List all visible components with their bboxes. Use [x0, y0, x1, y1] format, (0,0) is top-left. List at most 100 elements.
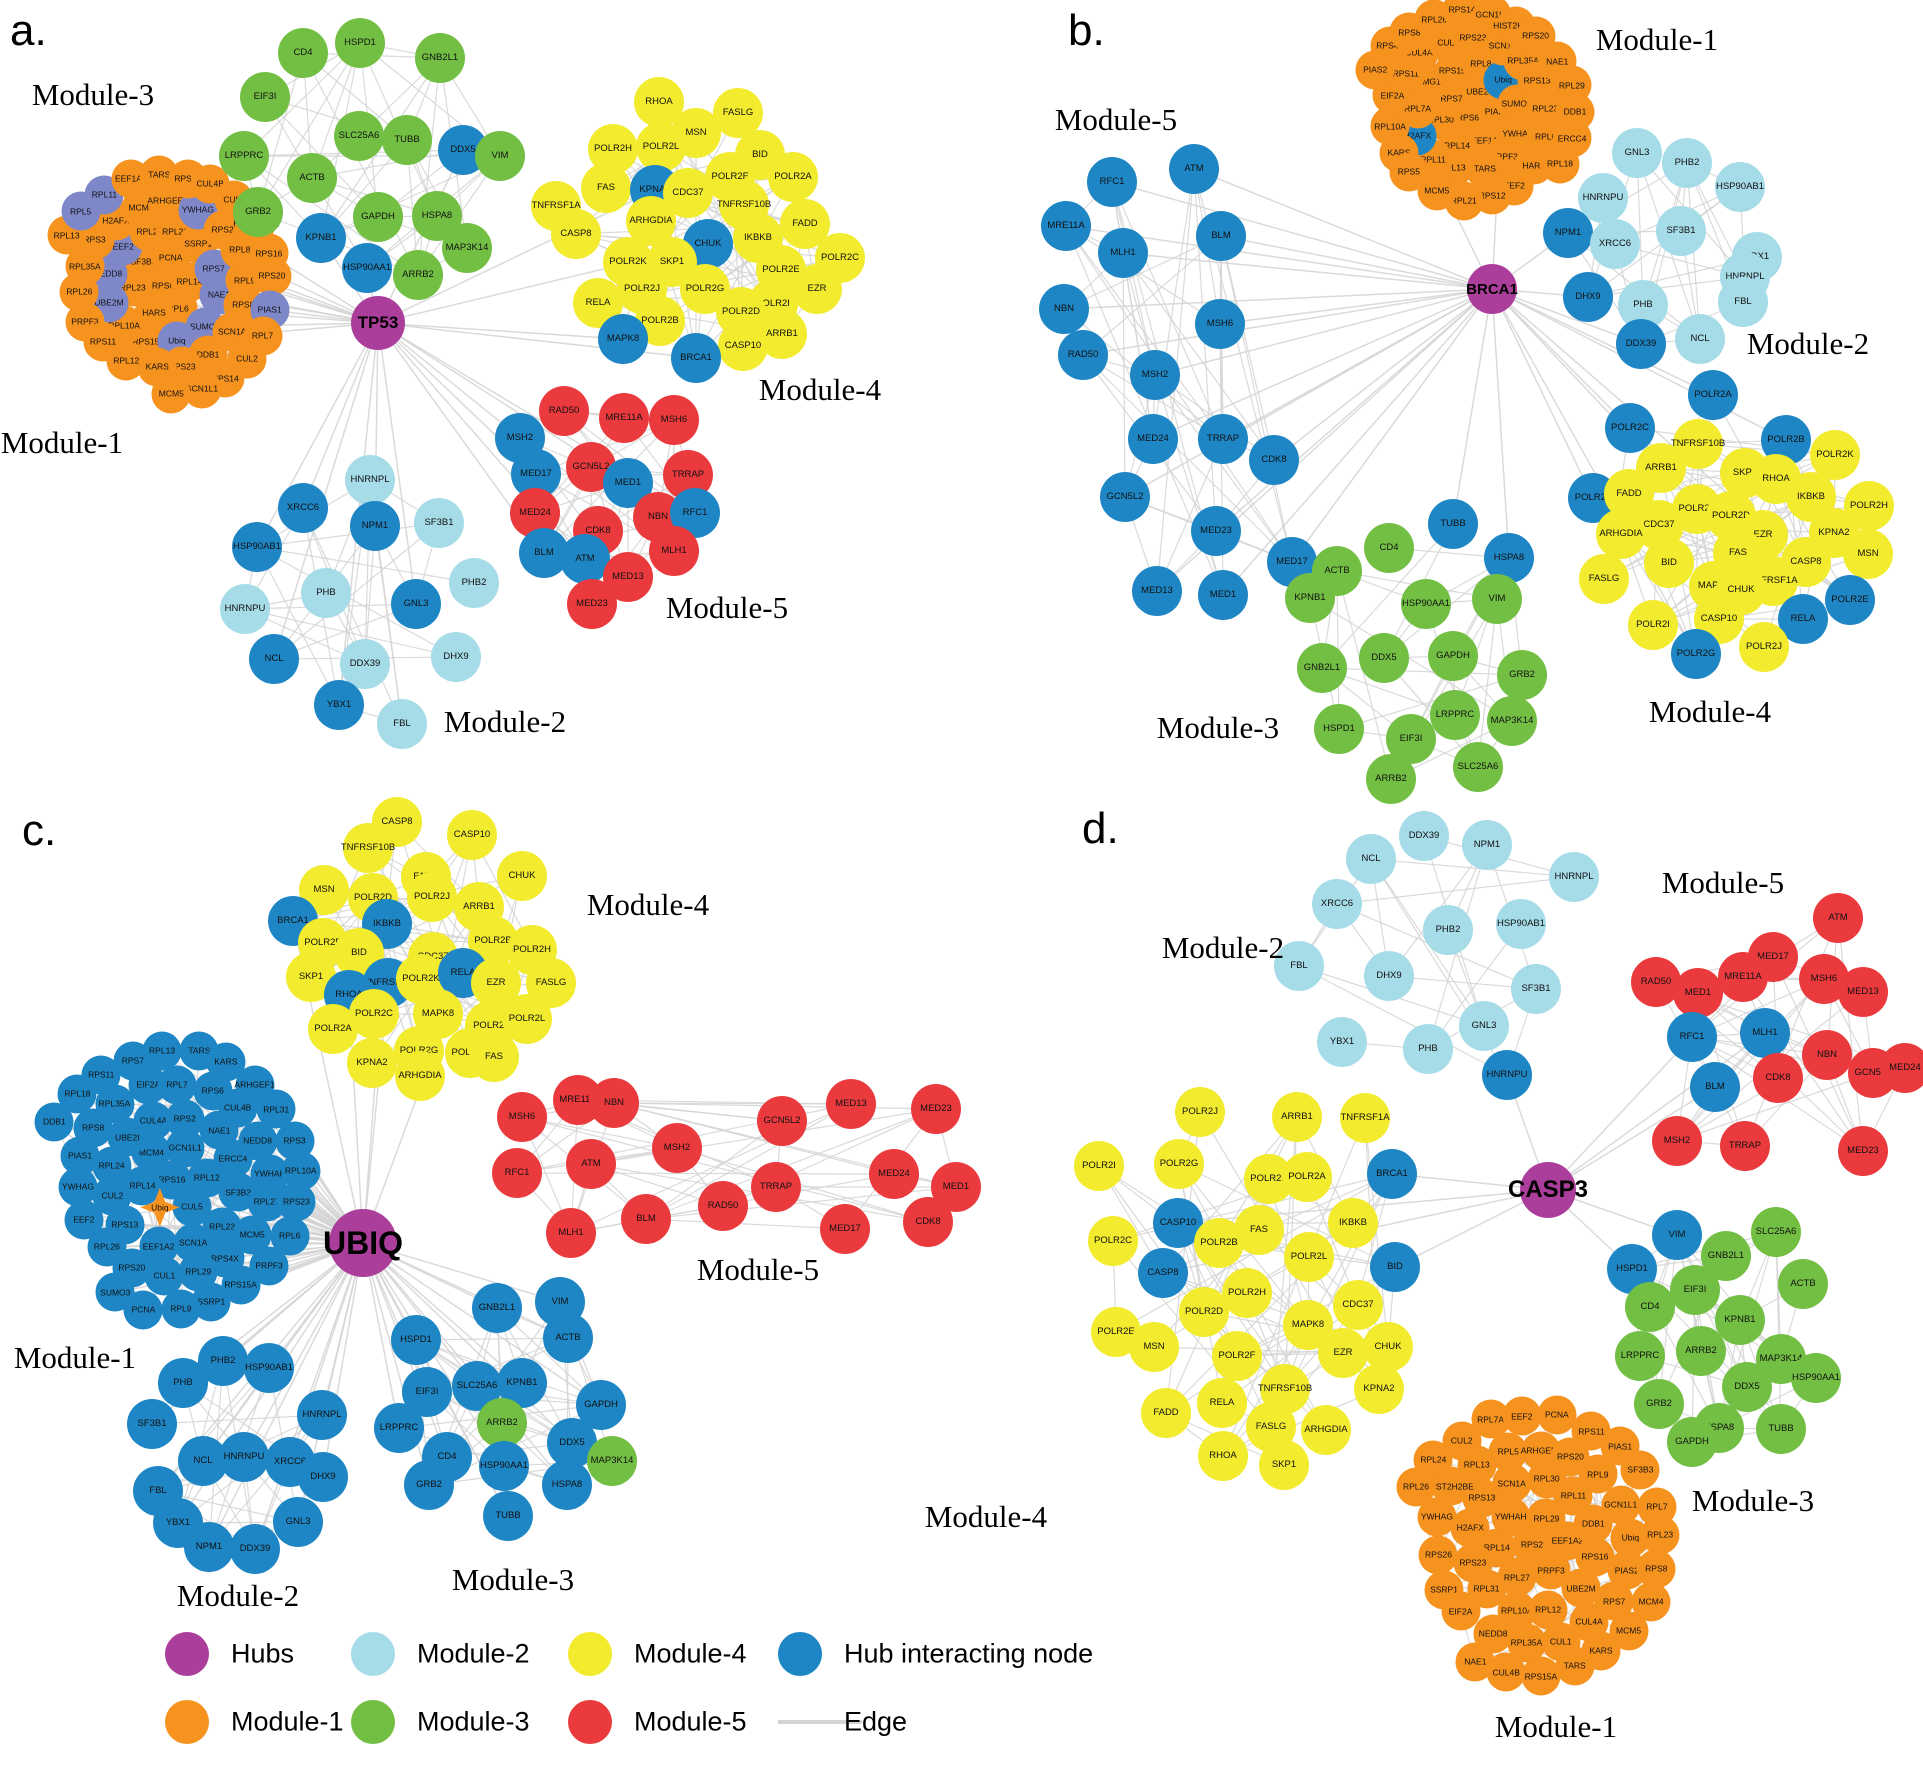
node-RFC1: RFC1 [492, 1148, 542, 1198]
node-CASP10: CASP10 [718, 321, 768, 371]
node-HSP90AB1: HSP90AB1 [1715, 162, 1765, 212]
node-MAP3K14: MAP3K14 [587, 1436, 637, 1486]
node-MED24: MED24 [869, 1149, 919, 1199]
edge [676, 1147, 929, 1223]
node-RPL13: RPL13 [142, 1031, 182, 1071]
node-CASP8: CASP8 [1138, 1248, 1188, 1298]
node-MED24: MED24 [1128, 414, 1178, 464]
node-NEDD8: NEDD8 [238, 1121, 278, 1161]
node-ATM: ATM [560, 534, 610, 584]
edge [1063, 235, 1222, 310]
module-label-module-3: Module-3 [451, 1562, 575, 1597]
edge [645, 1120, 783, 1220]
node-GNL3: GNL3 [273, 1497, 323, 1547]
node-MCM5: MCM5 [151, 374, 191, 414]
node-ACTB: ACTB [1778, 1259, 1828, 1309]
node-HSP90AA1: HSP90AA1 [479, 1441, 529, 1491]
node-BID: BID [1370, 1242, 1420, 1292]
node-CHUK: CHUK [1363, 1322, 1413, 1372]
edge [1587, 276, 1746, 298]
node-SLC25A6: SLC25A6 [1453, 742, 1503, 792]
node-VIM: VIM [475, 131, 525, 181]
node-RAD50: RAD50 [539, 386, 589, 436]
node-CASP10: CASP10 [447, 810, 497, 860]
node-SF3B1: SF3B1 [1656, 206, 1706, 256]
edge [1477, 598, 1498, 768]
node-NBN: NBN [1039, 284, 1089, 334]
node-XRCC6: XRCC6 [1590, 219, 1640, 269]
node-ARRB2: ARRB2 [477, 1398, 527, 1448]
node-HSP90AA1: HSP90AA1 [1791, 1353, 1841, 1403]
module-label-module-3: Module-3 [31, 77, 155, 112]
node-RELA: RELA [1197, 1378, 1247, 1428]
node-CHUK: CHUK [683, 219, 733, 269]
node-POLR2I: POLR2I [1074, 1141, 1124, 1191]
node-RPL18: RPL18 [1540, 144, 1580, 184]
node-RPS23: RPS23 [1453, 1543, 1493, 1583]
edge [362, 1242, 573, 1444]
node-LRPPRC: LRPPRC [219, 131, 269, 181]
node-YBX1: YBX1 [314, 680, 364, 730]
edge [1065, 225, 1224, 440]
node-GNL3: GNL3 [1612, 128, 1662, 178]
node-CASP10: CASP10 [1694, 594, 1744, 644]
node-MED17: MED17 [820, 1204, 870, 1254]
node-FAS: FAS [469, 1032, 519, 1082]
node-LRPPRC: LRPPRC [1615, 1331, 1665, 1381]
edge [243, 1242, 364, 1458]
edge [1111, 181, 1156, 376]
node-RPL5: RPL5 [1488, 1432, 1528, 1472]
node-HNRNPU: HNRNPU [1482, 1050, 1532, 1100]
node-MLH1: MLH1 [1740, 1008, 1790, 1058]
edge [645, 1103, 852, 1220]
node-FBL: FBL [377, 699, 427, 749]
node-GCN5L2: GCN5L2 [1100, 472, 1150, 522]
module-label-module-5: Module-5 [1661, 865, 1785, 900]
node-CASP8: CASP8 [551, 209, 601, 259]
node-VIM: VIM [1472, 574, 1522, 624]
node-MED13: MED13 [1132, 566, 1182, 616]
node-POLR2B: POLR2B [1194, 1218, 1244, 1268]
node-CHUK: CHUK [497, 851, 547, 901]
edge [1636, 152, 1644, 306]
edge [377, 322, 521, 439]
edge [1370, 858, 1575, 878]
edge [377, 322, 417, 605]
node-ARRB2: ARRB2 [1676, 1326, 1726, 1376]
node-POLR2C: POLR2C [1605, 403, 1655, 453]
node-GRB2: GRB2 [404, 1460, 454, 1510]
edge [1336, 570, 1392, 780]
node-DDX5: DDX5 [1722, 1362, 1772, 1412]
node-KPNB1: KPNB1 [1715, 1295, 1765, 1345]
node-POLR2H: POLR2H [1222, 1268, 1272, 1318]
edge [1156, 438, 1224, 592]
node-SF3B1: SF3B1 [127, 1399, 177, 1449]
node-LRPPRC: LRPPRC [374, 1403, 424, 1453]
node-TARS: TARS [1555, 1646, 1595, 1686]
edge [1676, 1234, 1748, 1388]
node-BLM: BLM [621, 1194, 671, 1244]
module-label-module-3: Module-3 [1156, 710, 1280, 745]
node-SLC25A6: SLC25A6 [1751, 1207, 1801, 1257]
node-ARHGDIA: ARHGDIA [395, 1051, 445, 1101]
hub-node-TP53: TP53 [351, 296, 405, 350]
node-POLR2A: POLR2A [768, 152, 818, 202]
node-HNRNPU: HNRNPU [1578, 173, 1628, 223]
node-BRCA1: BRCA1 [1367, 1149, 1417, 1199]
node-ATM: ATM [1813, 893, 1863, 943]
node-CDC37: CDC37 [1333, 1280, 1383, 1330]
node-HSP90AB1: HSP90AB1 [244, 1343, 294, 1393]
edge [415, 1337, 569, 1341]
node-HNRNPU: HNRNPU [219, 1432, 269, 1482]
node-TRRAP: TRRAP [751, 1162, 801, 1212]
node-MAP3K14: MAP3K14 [442, 223, 492, 273]
node-NPM1: NPM1 [1543, 208, 1593, 258]
edge [521, 1116, 678, 1149]
node-VIM: VIM [1652, 1210, 1702, 1260]
node-DDX5: DDX5 [1359, 633, 1409, 683]
edge [1219, 288, 1493, 325]
node-TNFRSF10B: TNFRSF10B [341, 823, 395, 873]
node-MSH2: MSH2 [1652, 1116, 1702, 1166]
node-MSH6: MSH6 [649, 395, 699, 445]
node-POLR2C: POLR2C [1088, 1216, 1138, 1266]
